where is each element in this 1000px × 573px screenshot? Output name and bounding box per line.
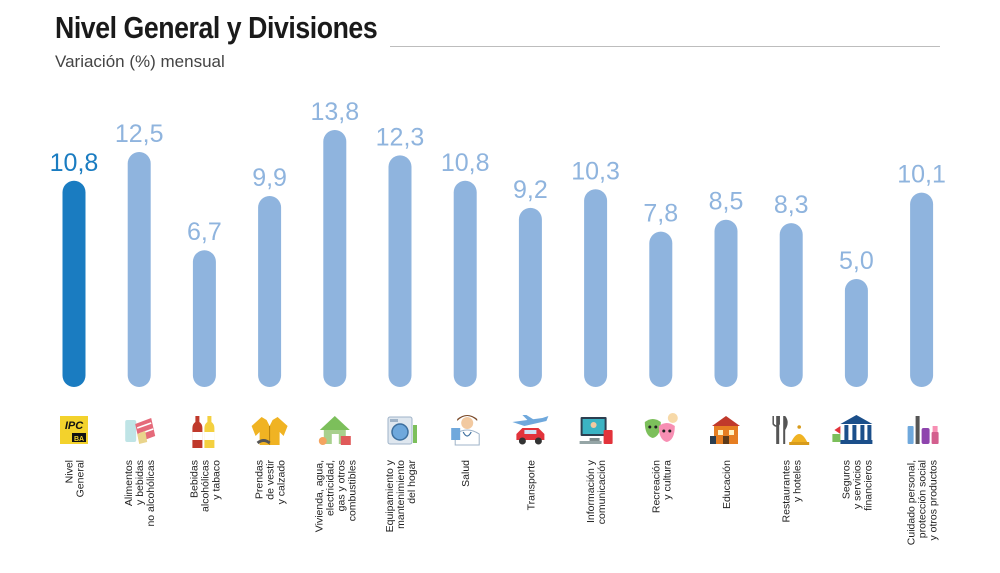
house-icon — [318, 416, 351, 445]
category-label-5: Equipamiento ymantenimientodel hogar — [384, 459, 418, 532]
bar-11 — [779, 223, 803, 387]
car-plane-icon — [512, 415, 549, 445]
washing-machine-icon — [387, 416, 417, 445]
bar-3 — [258, 196, 282, 387]
bar-9 — [649, 231, 673, 387]
chart-title: Nivel General y Divisiones — [55, 10, 378, 45]
bar-13 — [910, 192, 934, 387]
value-label-0: 10,8 — [50, 149, 99, 177]
category-label-6: Salud — [460, 460, 472, 487]
category-label-11: Restaurantesy hoteles — [781, 460, 804, 522]
value-label-10: 8,5 — [709, 188, 744, 216]
computer-icon — [579, 417, 613, 444]
doctor-icon — [451, 415, 480, 446]
category-label-9: Recreacióny cultura — [650, 460, 673, 513]
bar-10 — [714, 219, 738, 387]
value-label-2: 6,7 — [187, 218, 222, 246]
value-label-12: 5,0 — [839, 247, 874, 275]
bank-icon — [832, 415, 873, 444]
title-rule — [390, 46, 940, 47]
ipc-ba-logo-icon: IPC BA — [60, 416, 88, 444]
category-label-4: Vivienda, agua,electricidad,gas y otrosc… — [313, 460, 358, 532]
bar-6 — [453, 180, 477, 387]
value-label-7: 9,2 — [513, 176, 548, 204]
category-label-13: Cuidado personal,protección socialy otro… — [906, 460, 940, 545]
value-label-1: 12,5 — [115, 120, 164, 148]
value-label-4: 13,8 — [310, 98, 359, 126]
bar-2 — [192, 250, 216, 387]
category-label-7: Transporte — [525, 460, 537, 511]
value-label-6: 10,8 — [441, 149, 490, 177]
value-label-3: 9,9 — [252, 164, 287, 192]
school-icon — [710, 416, 740, 444]
theater-masks-icon — [644, 413, 678, 442]
category-label-10: Educación — [721, 460, 733, 509]
value-label-13: 10,1 — [897, 161, 946, 189]
bar-7 — [518, 207, 542, 387]
category-label-8: Información ycomunicación — [585, 459, 608, 524]
value-label-9: 7,8 — [643, 200, 678, 228]
cutlery-icon — [772, 416, 810, 445]
category-label-2: Bebidasalcohólicasy tabaco — [188, 460, 222, 512]
category-label-3: Prendasde vestiry calzado — [254, 460, 288, 505]
bar-1 — [127, 152, 151, 387]
value-label-5: 12,3 — [376, 123, 425, 151]
category-label-1: Alimentosy bebidasno alcohólicas — [123, 460, 157, 527]
bar-0 — [62, 180, 86, 387]
bar-12 — [844, 279, 868, 387]
bar-8 — [584, 189, 608, 387]
category-label-0: NivelGeneral — [64, 460, 87, 497]
logo-text-ipc: IPC — [65, 420, 84, 432]
logo-text-ba: BA — [74, 436, 84, 443]
bar-5 — [388, 155, 412, 387]
value-label-11: 8,3 — [774, 191, 809, 219]
value-label-8: 10,3 — [571, 157, 620, 185]
bar-4 — [323, 130, 347, 387]
category-label-12: Segurosy serviciosfinancieros — [840, 460, 874, 511]
cosmetics-icon — [907, 416, 939, 444]
chart-subtitle: Variación (%) mensual — [55, 52, 225, 71]
grocery-bag-icon — [125, 418, 156, 444]
wine-bottles-icon — [192, 416, 215, 448]
jacket-icon — [251, 417, 288, 445]
